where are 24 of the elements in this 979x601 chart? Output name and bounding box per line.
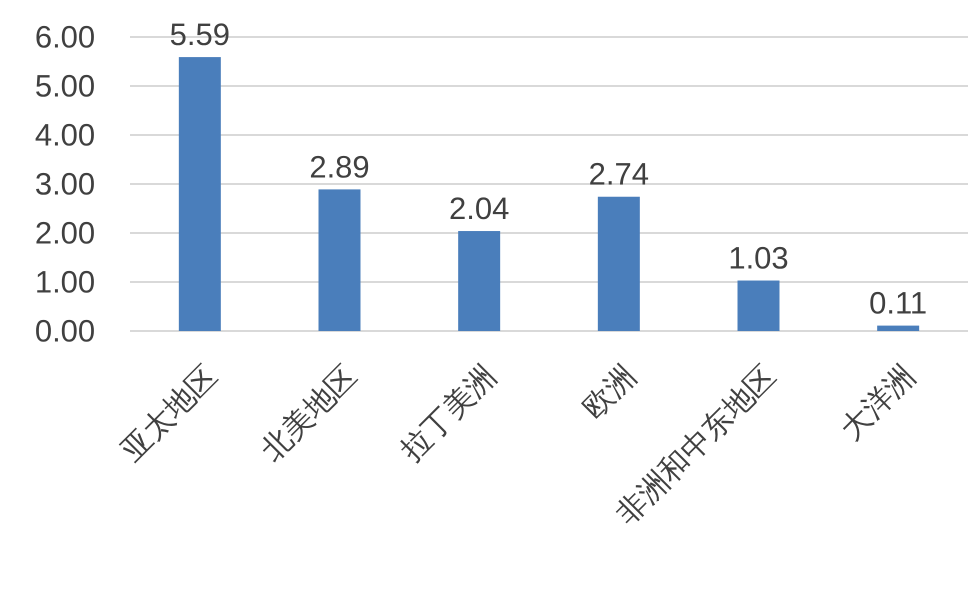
y-tick-label: 0.00	[34, 314, 96, 348]
bar	[877, 326, 920, 331]
y-tick-label: 5.00	[34, 68, 96, 104]
x-tick-label: 拉丁美洲	[394, 358, 504, 468]
data-label: 5.59	[170, 17, 230, 52]
bar	[318, 189, 360, 331]
data-label: 0.11	[869, 286, 928, 321]
data-label: 1.03	[728, 240, 789, 276]
y-tick-label: 1.00	[34, 264, 96, 300]
y-tick-label: 2.00	[34, 216, 96, 250]
y-tick-label: 3.00	[34, 166, 96, 202]
bar	[598, 196, 640, 331]
data-label: 2.89	[309, 149, 370, 184]
x-tick-label: 大洋洲	[834, 358, 923, 448]
bar	[458, 231, 500, 331]
bar	[178, 57, 221, 331]
y-tick-label: 6.00	[34, 20, 96, 54]
data-label: 2.04	[448, 191, 510, 226]
y-tick-label: 4.00	[34, 118, 96, 152]
x-tick-label: 北美地区	[254, 358, 364, 468]
data-label: 2.74	[588, 156, 650, 192]
bar	[738, 280, 780, 331]
x-tick-label: 欧洲	[576, 358, 644, 426]
x-tick-label: 亚太地区	[114, 358, 224, 468]
